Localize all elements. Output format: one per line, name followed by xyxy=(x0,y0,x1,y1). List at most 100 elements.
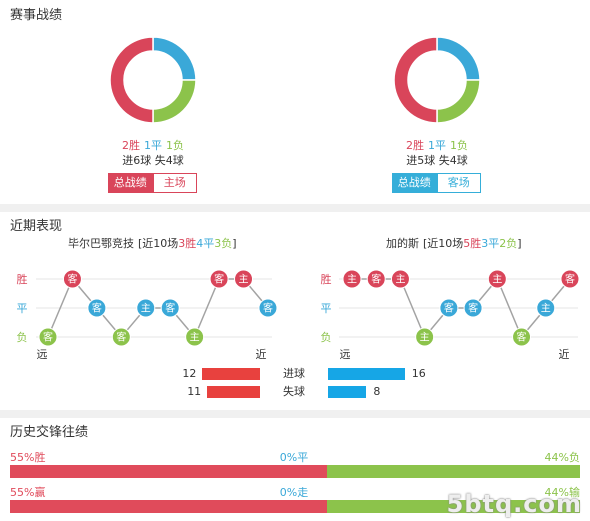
form-summary-losses: 2负 xyxy=(499,237,518,250)
history-bar-win-segment xyxy=(10,500,327,513)
form-line-segment xyxy=(47,278,74,338)
donut-slice-draw xyxy=(152,36,197,81)
form-match-node xyxy=(512,327,532,347)
form-match-venue: 客 xyxy=(165,302,175,315)
history-handicap-bar xyxy=(10,500,580,513)
goals-value-away: 16 xyxy=(411,367,426,380)
form-line-segment xyxy=(496,278,523,338)
form-summary-losses: 3负 xyxy=(214,237,233,250)
form-title-away: 加的斯 [近10场5胜3平2负] xyxy=(386,237,522,251)
record-summary-away: 2胜 1平 1负 xyxy=(377,139,497,153)
record-wins-home: 2胜 xyxy=(122,139,140,152)
form-axis-label: 负 xyxy=(321,330,332,344)
record-tabs-away: 总战绩 客场 xyxy=(392,173,481,193)
goals-value-home: 12 xyxy=(182,367,197,380)
conceded-label: 失球 xyxy=(283,385,305,398)
form-match-node xyxy=(111,327,131,347)
donut-slice-win xyxy=(393,36,438,124)
tab-overall-record-away[interactable]: 总战绩 xyxy=(392,173,437,193)
form-team-name-home: 毕尔巴鄂竞技 xyxy=(68,237,134,250)
donut-chart-away-record xyxy=(393,36,481,124)
section-divider xyxy=(0,410,590,418)
form-match-node xyxy=(463,298,483,318)
conceded-bar-away xyxy=(328,386,367,398)
form-match-venue: 主 xyxy=(141,303,151,315)
form-summary-draws: 4平 xyxy=(196,237,215,250)
form-match-node xyxy=(258,298,278,318)
history-handicap-push-label: 0%走 xyxy=(279,486,309,499)
form-axis-label: 负 xyxy=(17,330,28,344)
form-match-venue: 客 xyxy=(517,331,527,344)
recent-form-line-charts: 胜平负 客客客客主 客主客 主客远 近胜平负主客主主客 客主客主客远近 xyxy=(17,269,580,361)
form-title-home: 毕尔巴鄂竞技 [近10场3胜4平3负] xyxy=(68,237,237,251)
record-summary-home: 2胜 1平 1负 xyxy=(93,139,213,153)
history-draw-label: 0%平 xyxy=(279,451,309,464)
record-losses-home: 1负 xyxy=(166,139,184,152)
form-axis-label: 平 xyxy=(17,302,28,315)
form-match-venue: 客 xyxy=(214,273,224,286)
history-handicap-win-label: 55%赢 xyxy=(10,486,46,499)
form-match-node xyxy=(38,327,58,347)
record-goals-away: 进5球 失4球 xyxy=(406,154,468,167)
conceded-value-home: 11 xyxy=(187,385,202,398)
donut-slice-win xyxy=(109,36,154,124)
form-match-node xyxy=(234,269,254,289)
form-summary-wins: 5胜 xyxy=(463,237,482,250)
form-match-venue: 客 xyxy=(67,273,77,286)
form-match-venue: 客 xyxy=(116,331,126,344)
form-line-segment xyxy=(193,278,220,338)
tab-overall-record-home[interactable]: 总战绩 xyxy=(108,173,153,193)
conceded-value-away: 8 xyxy=(373,385,381,398)
form-summary-prefix: [近10场 xyxy=(138,237,179,250)
history-bar-loss-segment xyxy=(326,465,580,478)
form-match-venue: 客 xyxy=(371,273,381,286)
conceded-bar-home xyxy=(207,386,260,398)
form-axis-label: 平 xyxy=(321,302,332,315)
form-match-node xyxy=(342,269,362,289)
form-match-venue: 客 xyxy=(263,302,273,315)
form-axis-label: 胜 xyxy=(17,272,28,286)
form-match-venue: 客 xyxy=(43,331,53,344)
record-goals-home: 进6球 失4球 xyxy=(122,154,184,167)
history-win-label: 55%胜 xyxy=(10,451,46,464)
donut-slice-draw xyxy=(436,36,481,81)
section-title-recent: 近期表现 xyxy=(10,219,63,234)
form-match-venue: 主 xyxy=(347,274,357,286)
form-match-node xyxy=(62,269,82,289)
section-divider xyxy=(0,204,590,212)
form-match-node xyxy=(439,298,459,318)
form-match-node xyxy=(185,327,205,347)
form-match-node xyxy=(415,327,435,347)
form-match-venue: 主 xyxy=(190,332,200,344)
tab-away-venue-record[interactable]: 客场 xyxy=(436,173,481,193)
section-title-record: 赛事战绩 xyxy=(10,8,63,23)
form-match-node xyxy=(536,298,556,318)
form-match-venue: 主 xyxy=(395,274,405,286)
form-axis-far-label: 远 xyxy=(340,348,351,361)
form-match-node xyxy=(136,298,156,318)
history-result-bar xyxy=(10,465,580,478)
form-axis-near-label: 近 xyxy=(256,348,267,361)
form-summary-suffix: ] xyxy=(232,237,237,250)
record-tabs-home: 总战绩 主场 xyxy=(108,173,197,193)
history-loss-label: 44%负 xyxy=(544,451,580,464)
form-match-node xyxy=(87,298,107,318)
goals-bar-away xyxy=(328,368,405,380)
form-match-venue: 主 xyxy=(239,274,249,286)
form-match-node xyxy=(160,298,180,318)
form-match-venue: 客 xyxy=(565,273,575,286)
form-axis-near-label: 近 xyxy=(559,348,570,361)
goals-label: 进球 xyxy=(283,367,305,380)
form-match-node xyxy=(366,269,386,289)
form-match-node xyxy=(487,269,507,289)
history-bar-loss-segment xyxy=(326,500,580,513)
watermark: 5btq.com xyxy=(446,490,582,518)
record-wins-away: 2胜 xyxy=(406,139,424,152)
history-handicap-loss-label: 44%输 xyxy=(544,486,580,499)
form-match-node xyxy=(390,269,410,289)
section-title-history: 历史交锋往绩 xyxy=(10,425,89,440)
form-match-venue: 客 xyxy=(468,302,478,315)
tab-home-venue-record[interactable]: 主场 xyxy=(152,173,197,193)
form-match-venue: 主 xyxy=(420,332,430,344)
donut-slice-loss xyxy=(152,79,197,124)
